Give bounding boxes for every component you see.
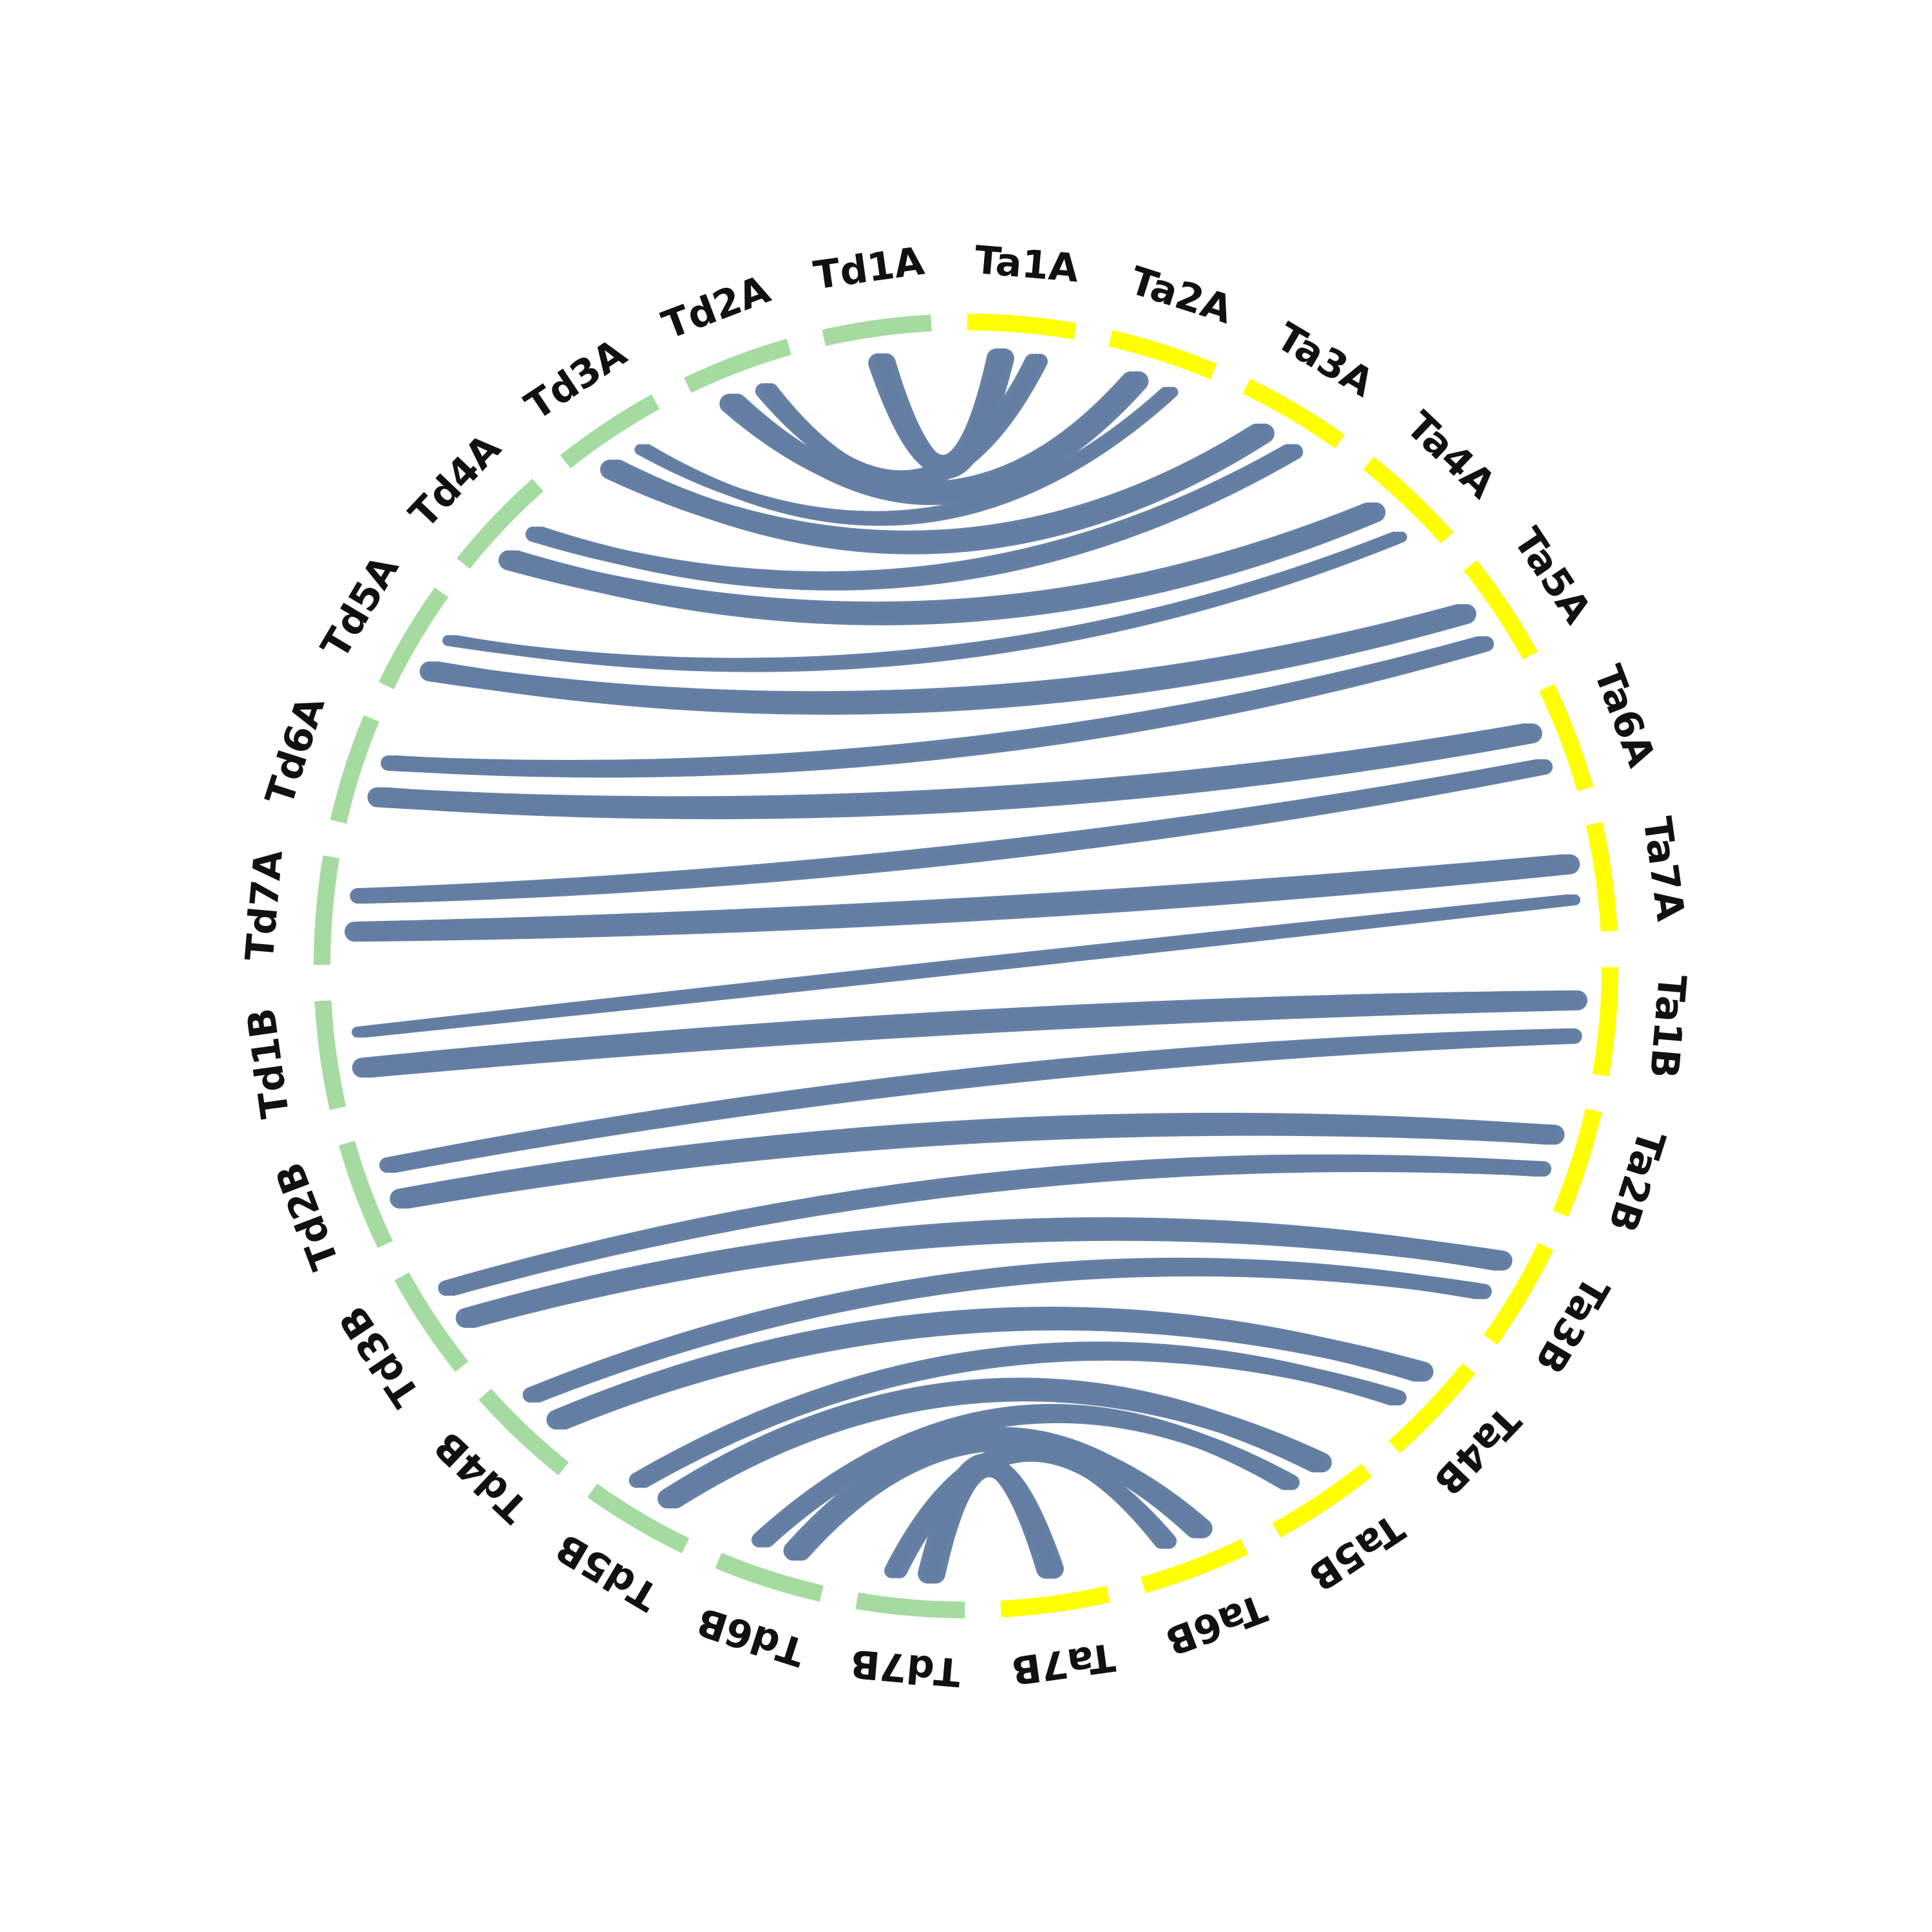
segment-label-Ta7A: Ta7A bbox=[1634, 814, 1693, 924]
segment-Td7B bbox=[855, 1592, 965, 1618]
segment-Ta3A bbox=[1242, 379, 1345, 449]
segment-label-Td6B: Td6B bbox=[692, 1598, 811, 1675]
link-Td2A-Ta2A bbox=[727, 371, 1149, 506]
link-Td5A-Ta4A bbox=[450, 531, 1407, 672]
links-layer bbox=[345, 348, 1587, 1584]
segment-Ta3B bbox=[1483, 1242, 1553, 1345]
link-Td2A-Ta1A bbox=[762, 354, 1048, 490]
segment-label-Td1A: Td1A bbox=[811, 238, 927, 298]
segment-label-Td1B: Td1B bbox=[239, 1005, 299, 1121]
segment-Ta7B bbox=[1000, 1586, 1110, 1618]
link-Td7A-Ta6A bbox=[357, 759, 1553, 904]
link-Td5A-Ta5A bbox=[427, 603, 1477, 715]
segment-label-Ta2B: Ta2B bbox=[1599, 1125, 1674, 1238]
segment-label-Td7A: Td7A bbox=[237, 848, 292, 963]
segment-Td7A bbox=[314, 855, 340, 965]
segment-label-Td7B: Td7B bbox=[849, 1640, 963, 1694]
link-Td3A-Ta2A bbox=[642, 386, 1179, 526]
segment-Ta2B bbox=[1553, 1108, 1602, 1217]
segment-Ta7A bbox=[1586, 822, 1618, 932]
segment-Td4B bbox=[478, 1388, 569, 1475]
link-Td6B-Ta5B bbox=[759, 1407, 1300, 1548]
link-Td7B-Ta6B bbox=[892, 1446, 1177, 1578]
segment-Td4A bbox=[457, 478, 544, 569]
segment-Td5A bbox=[379, 587, 449, 690]
segment-label-Td3A: Td3A bbox=[517, 330, 634, 430]
link-Td4A-Ta3A bbox=[533, 444, 1303, 591]
link-Td4A-Ta4A bbox=[506, 502, 1386, 625]
link-Td1B-Ta7A bbox=[359, 894, 1580, 1038]
segment-Ta6B bbox=[1141, 1539, 1248, 1593]
segment-label-Ta5B: Ta5B bbox=[1300, 1504, 1412, 1600]
segment-label-Td2A: Td2A bbox=[656, 267, 776, 348]
segment-Ta6A bbox=[1539, 684, 1593, 791]
link-Td6A-Ta5A bbox=[388, 636, 1494, 778]
segment-Ta2A bbox=[1108, 330, 1217, 379]
segments-layer bbox=[314, 314, 1618, 1618]
segment-Ta1A bbox=[967, 314, 1077, 340]
segment-label-Ta6A: Ta6A bbox=[1585, 659, 1664, 773]
link-Td5B-Ta5B bbox=[665, 1381, 1332, 1509]
link-Td7A-Ta7A bbox=[352, 854, 1580, 942]
segment-label-Ta1A: Ta1A bbox=[972, 238, 1081, 292]
link-Td2B-Ta2B bbox=[397, 1115, 1565, 1209]
segment-Ta4B bbox=[1388, 1363, 1475, 1454]
link-Td1B-Ta1B bbox=[359, 990, 1587, 1078]
segment-Td5B bbox=[587, 1483, 690, 1553]
segment-Ta5B bbox=[1272, 1463, 1372, 1538]
segment-Td3A bbox=[560, 394, 660, 469]
link-Td6B-Ta6B bbox=[791, 1430, 1213, 1561]
segment-label-Ta1B: Ta1B bbox=[1641, 973, 1695, 1081]
segment-label-Td5A: Td5A bbox=[312, 547, 408, 666]
segment-label-Ta3B: Ta3B bbox=[1526, 1269, 1618, 1381]
link-Td4B-Ta4B bbox=[554, 1310, 1434, 1430]
segment-Td3B bbox=[394, 1272, 469, 1372]
segment-Td2B bbox=[339, 1141, 393, 1248]
segment-label-Td5B: Td5B bbox=[548, 1524, 666, 1620]
segment-Td6B bbox=[715, 1553, 824, 1602]
segment-label-Td3B: Td3B bbox=[330, 1298, 429, 1414]
segment-label-Ta3A: Ta3A bbox=[1269, 314, 1381, 406]
link-Td6A-Ta6A bbox=[375, 723, 1542, 820]
segment-Ta5A bbox=[1463, 560, 1538, 660]
segment-label-Ta7B: Ta7B bbox=[1009, 1634, 1117, 1693]
segment-Td1B bbox=[314, 1000, 346, 1110]
segment-Td1A bbox=[822, 314, 932, 346]
segment-Ta1B bbox=[1592, 967, 1618, 1077]
link-Td2B-Ta1B bbox=[387, 1028, 1582, 1173]
segment-label-Ta5A: Ta5A bbox=[1504, 520, 1600, 632]
link-Td3B-Ta2B bbox=[446, 1156, 1551, 1296]
segment-Ta4A bbox=[1363, 457, 1454, 544]
segment-label-Ta6B: Ta6B bbox=[1159, 1585, 1273, 1664]
segment-Td6A bbox=[330, 715, 379, 824]
link-Td3B-Ta3B bbox=[463, 1220, 1513, 1329]
link-Td5B-Ta4B bbox=[636, 1345, 1406, 1488]
segment-label-Td2B: Td2B bbox=[267, 1156, 348, 1275]
segment-Td2A bbox=[684, 339, 791, 393]
segment-label-Td6A: Td6A bbox=[257, 691, 334, 811]
link-Td4B-Ta3B bbox=[530, 1261, 1492, 1403]
segment-label-Ta2A: Ta2A bbox=[1124, 258, 1238, 333]
link-Td3A-Ta3A bbox=[607, 423, 1274, 554]
